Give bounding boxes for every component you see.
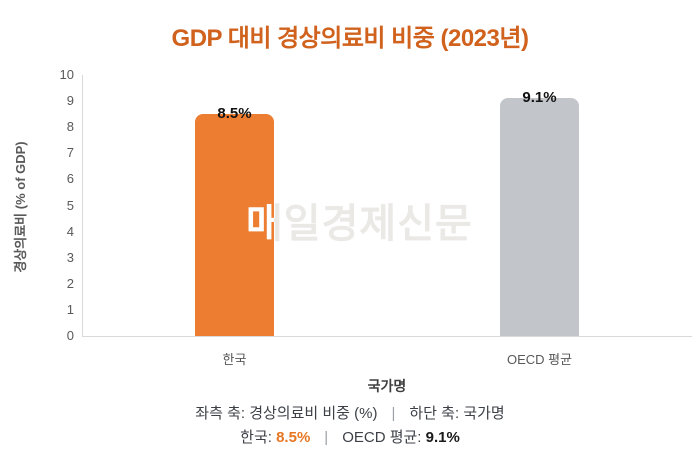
y-axis-title: 경상의료비 (% of GDP) <box>13 141 28 273</box>
footer-separator: | <box>391 405 396 422</box>
footer-oecd-label: OECD 평균: <box>342 429 422 446</box>
bar-value-label: 8.5% <box>217 105 252 123</box>
y-tick-label: 2 <box>66 275 74 291</box>
bar <box>500 98 579 336</box>
bar-value-label: 9.1% <box>522 89 557 107</box>
x-axis-line <box>82 336 692 337</box>
y-tick-label: 9 <box>66 93 74 109</box>
footer-korea-value: 8.5% <box>276 429 311 446</box>
y-tick-label: 0 <box>66 328 74 343</box>
footer-axis-caption: 좌측 축: 경상의료비 비중 (%) | 하단 축: 국가명 <box>0 402 700 423</box>
x-axis-title: 국가명 <box>367 378 407 394</box>
footer-separator: | <box>324 429 329 446</box>
y-axis-line <box>82 75 83 336</box>
footer-values-caption: 한국: 8.5% | OECD 평균: 9.1% <box>0 426 700 447</box>
y-tick-label: 3 <box>66 249 74 265</box>
y-tick-label: 8 <box>66 119 74 135</box>
x-tick-label: 한국 <box>222 352 247 367</box>
y-tick-label: 4 <box>66 223 74 239</box>
y-tick-label: 10 <box>59 67 74 82</box>
y-tick-label: 5 <box>66 197 74 213</box>
chart-title: GDP 대비 경상의료비 비중 (2023년) <box>171 25 529 52</box>
footer-oecd-value: 9.1% <box>425 429 460 446</box>
footer-bottom-axis-text: 하단 축: 국가명 <box>409 405 505 422</box>
x-tick-label: OECD 평균 <box>506 352 573 367</box>
footer-korea-label: 한국: <box>240 429 272 446</box>
y-tick-label: 7 <box>66 145 74 161</box>
y-tick-label: 6 <box>66 171 74 187</box>
bar <box>195 114 274 336</box>
footer-left-axis-text: 좌측 축: 경상의료비 비중 (%) <box>195 405 378 422</box>
y-tick-label: 1 <box>66 301 74 317</box>
